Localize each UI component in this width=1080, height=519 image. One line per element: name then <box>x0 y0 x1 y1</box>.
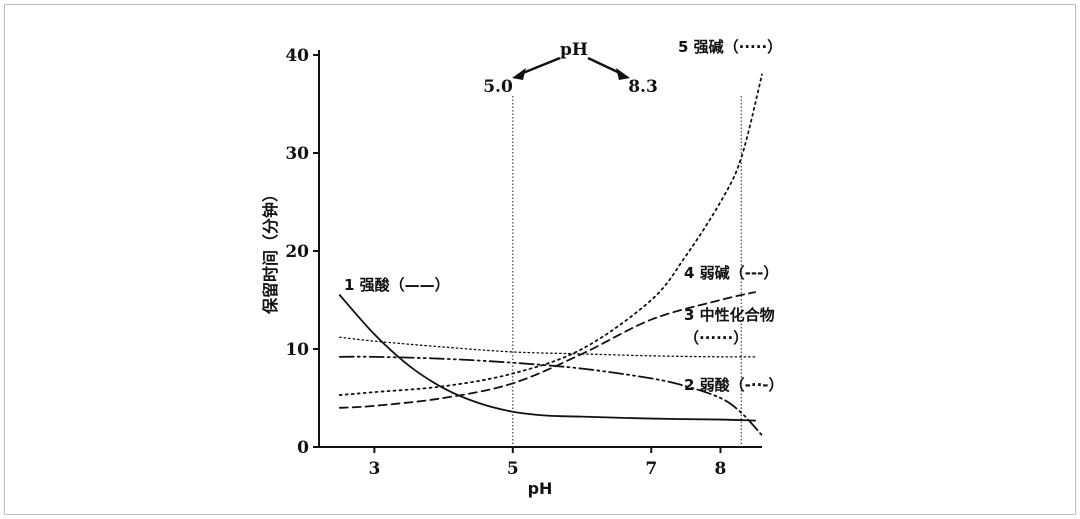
y-tick-label: 30 <box>285 144 309 164</box>
series-label-1: 1 强酸（——） <box>344 276 450 294</box>
series-line-4 <box>338 291 756 409</box>
y-tick-label: 0 <box>297 438 309 458</box>
series-label-3: 3 中性化合物 <box>684 306 775 324</box>
arrow-left-head <box>512 68 526 80</box>
y-tick-label: 40 <box>285 46 309 66</box>
reference-label-5: 5.0 <box>483 77 513 97</box>
axis-ticks: 0 10 20 30 40 3 5 7 8 <box>285 46 726 479</box>
x-tick-label: 7 <box>645 459 657 479</box>
figure-frame <box>4 4 1076 515</box>
reference-label-8-3: 8.3 <box>628 77 658 97</box>
series-label-4: 4 弱碱（---） <box>684 264 778 282</box>
arrow-right-head <box>616 68 630 80</box>
series-lines <box>338 73 763 437</box>
arrow-left <box>517 56 561 77</box>
y-tick-label: 20 <box>285 242 309 262</box>
series-label-2: 2 弱酸（-··-） <box>684 376 784 394</box>
series-line-1 <box>338 294 756 422</box>
y-tick-label: 10 <box>285 340 309 360</box>
series-line-5 <box>338 73 763 396</box>
series-line-2 <box>338 355 763 437</box>
x-axis-label: pH <box>528 479 553 498</box>
reference-title: pH <box>560 40 588 60</box>
series-label-5: 5 强碱（·····） <box>678 38 782 56</box>
x-tick-label: 5 <box>507 459 519 479</box>
series-line-3 <box>339 336 756 358</box>
x-tick-label: 8 <box>715 459 727 479</box>
series-label-3-style: （······） <box>684 329 748 347</box>
reference-lines <box>512 96 742 447</box>
y-axis-label: 保留时间（分钟） <box>261 186 280 315</box>
x-tick-label: 3 <box>368 459 380 479</box>
